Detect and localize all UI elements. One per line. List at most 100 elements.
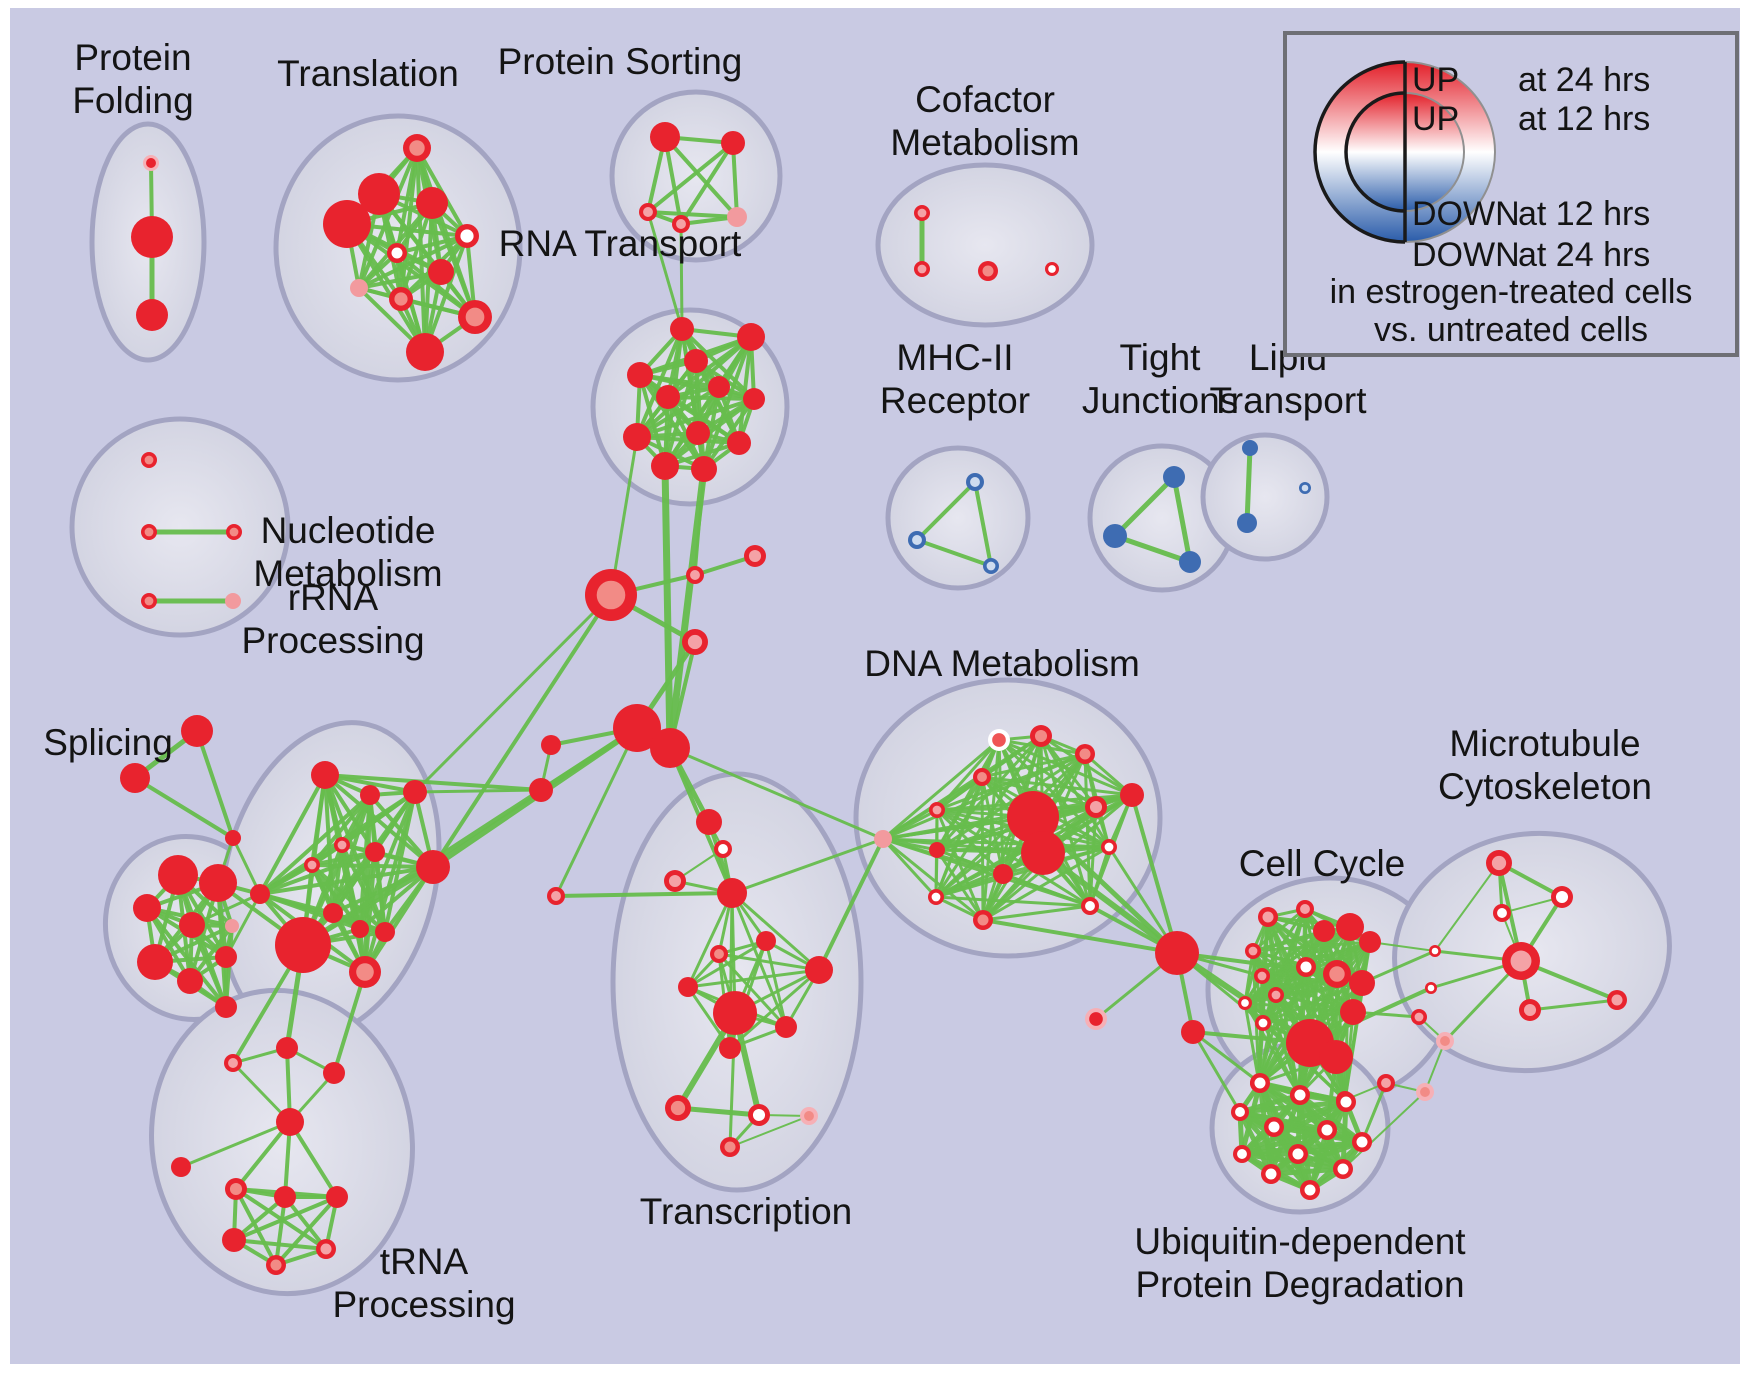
edge xyxy=(609,435,639,597)
edge xyxy=(1360,1081,1388,1144)
gene-node xyxy=(1290,1085,1310,1105)
gene-node xyxy=(326,1186,348,1208)
gene-node xyxy=(928,889,944,905)
edge xyxy=(1261,981,1364,1025)
legend-outer-left-arc xyxy=(1313,60,1406,244)
edge xyxy=(686,891,734,989)
cluster-label-splicing: Splicing xyxy=(43,722,173,763)
gene-node xyxy=(874,830,892,848)
gene-node xyxy=(541,735,561,755)
gene-node xyxy=(756,931,776,951)
legend-row-label: DOWN xyxy=(1412,236,1520,274)
gene-node xyxy=(1333,1159,1353,1179)
edge xyxy=(332,970,367,1075)
edge xyxy=(1261,1021,1301,1097)
gene-node xyxy=(215,946,237,968)
gene-node xyxy=(727,207,747,227)
gene-node xyxy=(727,431,751,455)
cluster-label-trna-processing: Processing xyxy=(332,1284,515,1325)
gene-node xyxy=(1081,897,1099,915)
edge xyxy=(231,836,262,896)
edge xyxy=(973,480,993,568)
legend-row-label: at 24 hrs xyxy=(1518,61,1650,99)
gene-node xyxy=(225,830,241,846)
gene-node xyxy=(670,317,694,341)
edge xyxy=(881,808,939,841)
gene-node xyxy=(993,864,1013,884)
gene-node xyxy=(1155,931,1199,975)
gene-node xyxy=(1085,1008,1107,1030)
edge xyxy=(1171,474,1193,565)
gene-node xyxy=(177,968,203,994)
edge xyxy=(345,222,427,354)
edge xyxy=(817,837,885,972)
cluster-label-ubiquitin-degradation: Ubiquitin-dependent xyxy=(1134,1221,1466,1262)
gene-node xyxy=(929,802,945,818)
gene-node xyxy=(1519,999,1541,1021)
cluster-label-rrna-processing: rRNA xyxy=(288,577,379,618)
gene-node xyxy=(1336,1092,1356,1112)
edge xyxy=(323,773,543,792)
gene-node xyxy=(966,473,984,491)
edge xyxy=(980,775,1134,797)
edge xyxy=(1112,533,1193,565)
edge xyxy=(1360,949,1437,985)
gene-node xyxy=(978,261,998,281)
legend-inner-left-arc xyxy=(1344,91,1406,213)
gene-node xyxy=(651,452,679,480)
edge xyxy=(646,141,735,214)
edge xyxy=(981,904,1092,922)
gene-node xyxy=(805,956,833,984)
edge xyxy=(1239,1127,1330,1157)
edge xyxy=(915,538,993,568)
gene-node xyxy=(1030,725,1052,747)
gene-node xyxy=(721,131,745,155)
gene-node xyxy=(744,545,766,567)
gene-node xyxy=(1425,982,1437,994)
gene-node xyxy=(1486,850,1512,876)
gene-node xyxy=(226,524,242,540)
gene-node xyxy=(323,903,343,923)
edge xyxy=(661,462,674,752)
gene-node xyxy=(222,1228,246,1252)
gene-node xyxy=(360,785,380,805)
cluster-label-cofactor-metabolism: Cofactor xyxy=(915,79,1055,120)
gene-node xyxy=(375,922,395,942)
edge xyxy=(1112,474,1177,539)
edge xyxy=(981,845,1111,922)
gene-node xyxy=(686,566,704,584)
gene-node xyxy=(713,991,757,1035)
gene-node xyxy=(585,569,637,621)
gene-node xyxy=(224,1054,242,1072)
cluster-label-rrna-processing: Processing xyxy=(241,620,424,661)
edge xyxy=(686,968,821,989)
cluster-label-tight-junctions: Tight xyxy=(1120,337,1202,378)
edge xyxy=(663,135,739,219)
gene-node xyxy=(1436,1032,1454,1050)
gene-node xyxy=(1258,907,1278,927)
gene-node xyxy=(1231,1103,1249,1121)
edge xyxy=(686,939,768,989)
gene-node xyxy=(131,216,173,258)
gene-node xyxy=(455,224,479,248)
gene-node xyxy=(276,1108,304,1136)
gene-node xyxy=(1268,987,1284,1003)
gene-node xyxy=(1179,551,1201,573)
cluster-label-cell-cycle: Cell Cycle xyxy=(1239,843,1406,884)
legend-caption: in estrogen-treated cells xyxy=(1330,273,1693,311)
gene-node xyxy=(179,912,205,938)
cluster-label-rna-transport: RNA Transport xyxy=(499,223,742,264)
edge xyxy=(274,1195,339,1267)
gene-node xyxy=(720,1137,740,1157)
edge xyxy=(1342,1091,1426,1170)
gene-node xyxy=(686,421,710,445)
edge xyxy=(413,788,543,794)
gene-node xyxy=(1181,1020,1205,1044)
gene-node xyxy=(1163,466,1185,488)
gene-node xyxy=(650,122,680,152)
gene-node xyxy=(908,531,926,549)
gene-node xyxy=(266,1255,286,1275)
gene-node xyxy=(1242,440,1258,456)
edge xyxy=(234,1120,292,1191)
